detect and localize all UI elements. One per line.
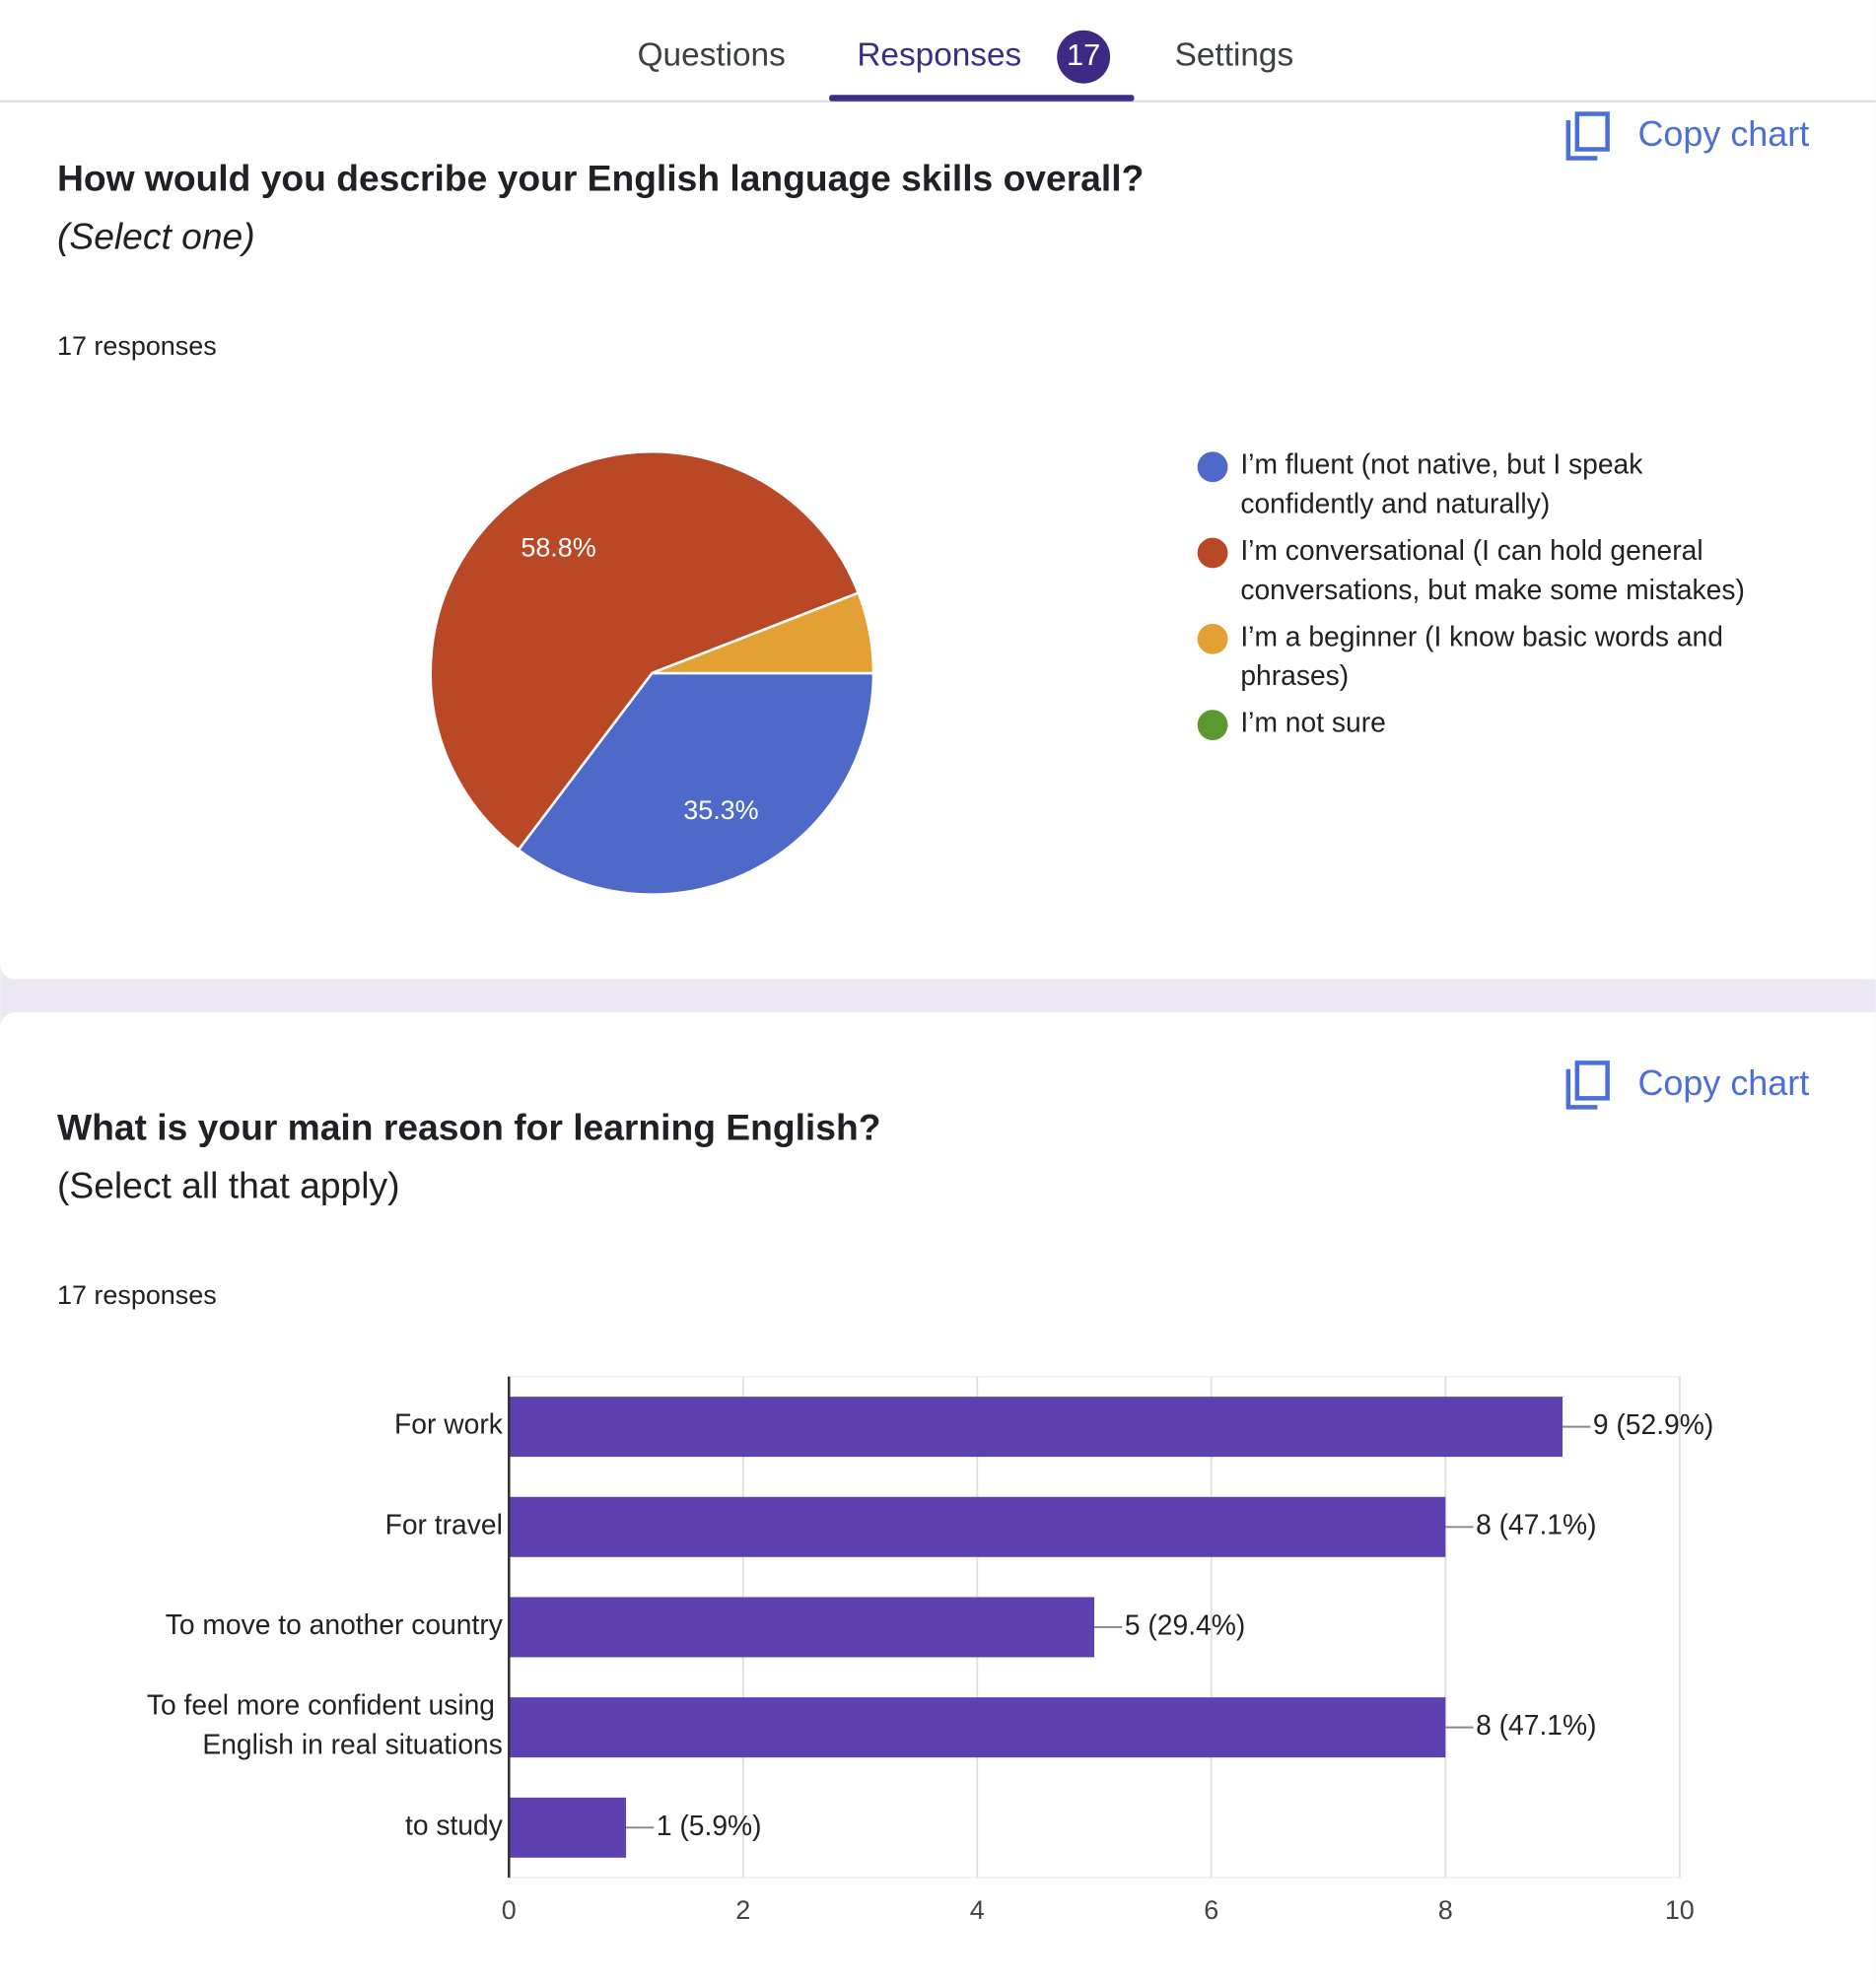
x-tick-label: 0 [502,1895,517,1925]
tab-bar [0,0,1876,102]
value-label: 8 (47.1%) [1476,1509,1596,1540]
bar [509,1397,1563,1458]
badge [1057,30,1111,84]
legend-label: I’m fluent (not native, but I speak conf… [1240,448,1650,519]
legend-label: I’m a beginner (I know basic words and p… [1240,621,1730,692]
y-tick-label: For travel [385,1509,503,1540]
value-label: 8 (47.1%) [1476,1709,1596,1741]
value-label: 9 (52.9%) [1593,1408,1713,1440]
question-title: How would you describe your English lang… [57,157,1144,198]
copy-icon[interactable] [1565,119,1598,161]
question-title: What is your main reason for learning En… [57,1106,880,1147]
question-subtitle: (Select all that apply) [57,1164,400,1205]
x-tick-label: 8 [1438,1895,1453,1925]
question-subtitle: (Select one) [57,215,255,256]
badge-count: 17 [1067,37,1100,72]
pie-slice [651,590,875,675]
slice-label: 35.3% [683,795,758,825]
bar [509,1697,1446,1758]
x-tick-label: 4 [970,1895,985,1925]
legend-marker [1197,710,1228,741]
tab[interactable]: Questions [638,37,786,74]
copy-chart-button[interactable]: Copy chart [1637,113,1809,154]
bar [509,1597,1095,1658]
legend-marker [1197,623,1228,654]
x-tick-label: 10 [1665,1895,1695,1925]
y-tick-label: For work [394,1408,504,1440]
pie-slice [429,450,861,853]
legend-marker [1197,451,1228,483]
tab[interactable]: Responses [857,37,1021,74]
slice-label: 58.8% [521,533,595,563]
y-tick-label: To feel more confident using English in … [147,1689,503,1760]
responses-count: 17 responses [57,1280,217,1310]
legend-marker [1197,537,1228,569]
legend-label: I’m not sure [1240,707,1385,738]
x-tick-label: 2 [735,1895,750,1925]
copy-icon[interactable] [1574,111,1610,152]
x-tick-label: 6 [1204,1895,1218,1925]
bar [509,1797,627,1858]
y-tick-label: To move to another country [166,1608,504,1640]
value-label: 5 (29.4%) [1125,1608,1245,1640]
copy-icon[interactable] [1565,1068,1598,1110]
pie-slice [517,671,875,896]
tab-indicator [829,95,1135,102]
bar [509,1496,1446,1557]
copy-chart-button[interactable]: Copy chart [1637,1062,1809,1103]
tab[interactable]: Settings [1175,37,1294,74]
legend-label: I’m conversational (I can hold general c… [1240,534,1745,605]
value-label: 1 (5.9%) [657,1810,762,1841]
y-tick-label: to study [405,1810,504,1841]
copy-icon[interactable] [1574,1060,1610,1101]
responses-count: 17 responses [57,331,217,361]
